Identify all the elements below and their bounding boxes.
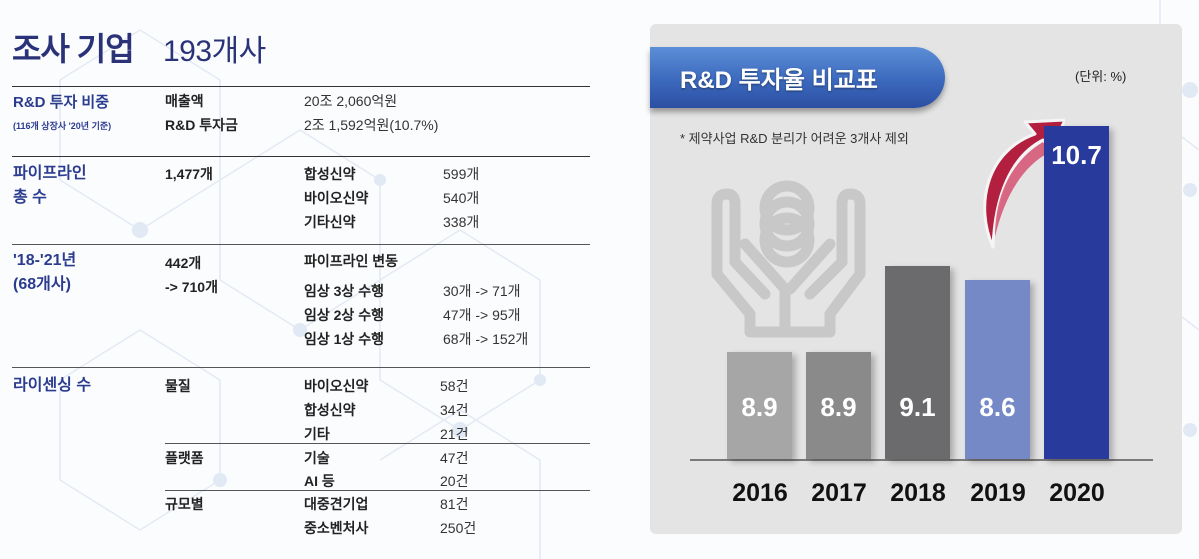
row-label: 기술 [304,450,330,466]
row-label: 대중견기업 [304,496,369,512]
category-pipeline-total: 파이프라인 총 수 [13,162,87,210]
total-line: 442개 [165,255,202,271]
total-line: -> 710개 [165,279,218,295]
x-label: 2020 [1049,479,1105,507]
bar-value: 9.1 [899,392,936,422]
category-pipeline-change: '18-'21년 (68개사) [13,249,76,297]
row-label: 바이오신약 [304,190,369,206]
divider [12,367,590,368]
chart-panel: R&D 투자율 비교표 (단위: %) * 제약사업 R&D 분리가 어려운 3… [650,24,1182,534]
row-value: 20건 [440,473,469,489]
group-label: 물질 [165,378,191,394]
row-label: 임상 1상 수행 [304,331,384,347]
bar-2018: 9.1 [885,266,950,459]
row-label: 바이오신약 [304,378,369,394]
x-label: 2018 [890,479,946,507]
chart-note: * 제약사업 R&D 분리가 어려운 3개사 제외 [680,131,909,146]
category-rd-share: R&D 투자 비중 [13,94,110,111]
row-value: 21건 [440,426,469,442]
row-label: 중소벤처사 [304,520,369,536]
divider [165,490,590,491]
category-licensing: 라이센싱 수 [13,377,92,394]
unit-label: (단위: %) [1075,69,1127,84]
row-label: 합성신약 [304,402,356,418]
company-count: 193개사 [163,35,266,68]
row-label: 임상 3상 수행 [304,283,384,299]
row-value: 338개 [443,214,480,230]
chart-baseline [690,459,1153,461]
pipeline-change-total: 442개 -> 710개 [165,251,218,299]
group-label: 규모별 [165,496,204,512]
bar-value: 8.9 [741,392,778,422]
category-rd-share-note: (116개 상장사 '20년 기준) [13,121,112,131]
row-value: 2조 1,592억원(10.7%) [304,117,439,133]
row-label: 임상 2상 수행 [304,307,384,323]
x-label: 2017 [811,479,867,507]
row-value: 58건 [440,378,469,394]
row-label: AI 등 [304,473,335,489]
bar-2016: 8.9 [727,352,792,459]
group-label: 플랫폼 [165,450,204,466]
row-label: 기타 [304,426,330,442]
bar-2017: 8.9 [806,352,871,459]
bar-2019: 8.6 [965,280,1030,459]
row-value: 540개 [443,190,480,206]
x-label: 2016 [732,479,788,507]
category-line: '18-'21년 [13,252,77,269]
row-value: 68개 -> 152개 [443,331,529,347]
row-value: 47개 -> 95개 [443,307,521,323]
bar-value: 8.9 [820,392,857,422]
row-label: 기타신약 [304,214,356,230]
x-label: 2019 [970,479,1026,507]
page-title: 조사 기업 [12,31,135,67]
row-value: 20조 2,060억원 [304,93,398,109]
row-label: 매출액 [165,93,204,109]
pipeline-total-value: 1,477개 [165,166,213,182]
row-value: 599개 [443,166,480,182]
row-label: 합성신약 [304,166,356,182]
divider [12,244,590,245]
row-value: 30개 -> 71개 [443,283,521,299]
row-value: 34건 [440,402,469,418]
hands-coins-icon [711,180,866,338]
row-value: 81건 [440,496,469,512]
category-line: (68개사) [13,276,71,293]
chart-title: R&D 투자율 비교표 [680,67,878,94]
bar-value: 10.7 [1051,140,1102,170]
chart-title-banner: R&D 투자율 비교표 [650,47,945,108]
row-value: 250건 [440,520,477,536]
divider [12,86,590,87]
divider [165,443,590,444]
category-line: 파이프라인 [13,165,87,182]
bar-value: 8.6 [979,392,1016,422]
category-line: 총 수 [13,189,47,206]
row-value: 47건 [440,450,469,466]
divider [12,156,590,157]
bar-2020: 10.7 [1044,126,1109,459]
pipeline-change-heading: 파이프라인 변동 [304,253,399,269]
row-label: R&D 투자금 [165,117,238,133]
